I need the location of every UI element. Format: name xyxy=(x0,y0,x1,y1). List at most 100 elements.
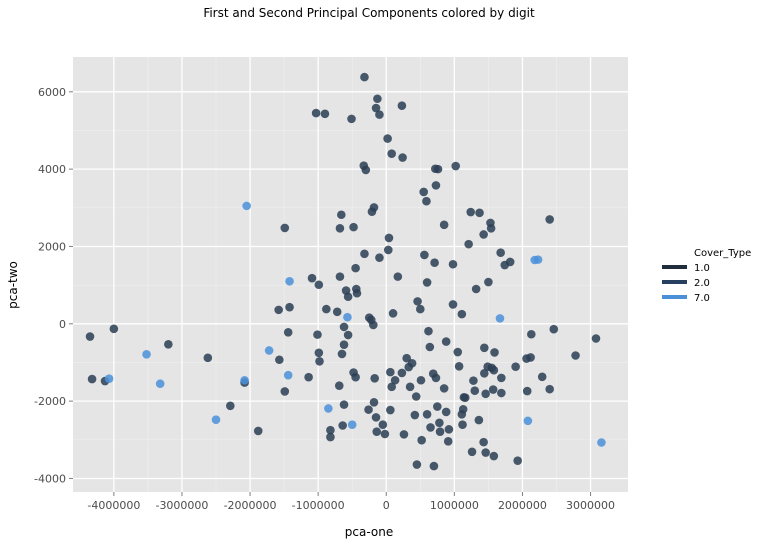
data-point xyxy=(322,304,331,314)
data-point xyxy=(307,273,317,283)
data-point xyxy=(497,373,506,383)
data-point xyxy=(419,187,429,197)
data-point xyxy=(480,368,489,378)
data-point xyxy=(369,320,378,330)
data-point xyxy=(405,382,415,392)
data-point xyxy=(335,272,345,281)
data-point xyxy=(242,201,251,211)
data-point xyxy=(364,405,373,414)
legend-swatch-2 xyxy=(662,280,687,284)
data-point xyxy=(479,230,488,239)
data-point xyxy=(431,373,441,383)
data-point xyxy=(347,420,357,430)
data-point xyxy=(444,425,454,434)
data-point xyxy=(433,402,442,411)
data-point xyxy=(226,401,235,411)
x-tick-label: -2000000 xyxy=(224,499,277,512)
data-point xyxy=(513,456,522,465)
data-point xyxy=(429,461,439,471)
grid-lines xyxy=(73,57,628,492)
data-point xyxy=(314,348,324,358)
data-point xyxy=(373,94,382,104)
data-point xyxy=(367,207,377,216)
legend-swatch-1 xyxy=(662,265,687,269)
data-point xyxy=(203,353,213,363)
data-point xyxy=(387,382,396,392)
data-point xyxy=(457,409,467,419)
y-tick-label: 4000 xyxy=(38,163,66,176)
legend-swatch-3 xyxy=(662,295,687,299)
data-point xyxy=(388,309,398,318)
data-point xyxy=(448,259,458,269)
legend-label-2: 2.0 xyxy=(694,278,710,289)
data-point xyxy=(435,427,445,436)
y-axis-ticks: -4000 -2000 0 2000 4000 6000 xyxy=(34,86,73,485)
data-point xyxy=(464,239,473,249)
data-point xyxy=(457,309,467,319)
data-point xyxy=(338,421,347,430)
data-point xyxy=(398,153,407,162)
data-point xyxy=(424,326,433,336)
data-point xyxy=(326,432,335,442)
data-point xyxy=(470,386,480,395)
data-point xyxy=(407,358,417,368)
data-point xyxy=(375,253,384,262)
data-point xyxy=(496,248,505,257)
data-point xyxy=(426,423,435,432)
data-point xyxy=(497,388,506,398)
data-point xyxy=(349,222,358,232)
data-point xyxy=(412,460,422,469)
data-point xyxy=(370,374,379,383)
data-point xyxy=(371,103,381,113)
data-point xyxy=(343,330,353,340)
data-point xyxy=(441,407,451,417)
data-point xyxy=(435,418,444,428)
data-point xyxy=(480,343,489,353)
data-point xyxy=(383,245,393,255)
data-point xyxy=(372,427,382,436)
x-tick-label: -1000000 xyxy=(292,499,345,512)
data-point xyxy=(591,334,601,343)
x-tick-label: 1000000 xyxy=(430,499,479,512)
data-point xyxy=(109,324,119,334)
data-point xyxy=(413,297,422,306)
data-point xyxy=(471,284,481,294)
data-point xyxy=(454,362,464,371)
data-point xyxy=(416,304,425,314)
data-point xyxy=(411,392,421,401)
data-point xyxy=(527,329,536,339)
data-point xyxy=(451,161,461,171)
y-axis-title: pca-two xyxy=(6,261,20,309)
data-point xyxy=(545,384,554,394)
data-point xyxy=(339,322,349,332)
data-point xyxy=(397,101,407,111)
data-point xyxy=(164,339,173,349)
legend-label-3: 7.0 xyxy=(694,293,710,304)
data-point xyxy=(402,353,411,363)
data-point xyxy=(467,447,477,457)
data-point xyxy=(375,110,384,119)
legend-title: Cover_Type xyxy=(694,248,751,259)
data-point xyxy=(511,362,520,372)
x-tick-label: 2000000 xyxy=(498,499,547,512)
data-point xyxy=(420,250,429,260)
data-point xyxy=(361,165,371,175)
x-tick-label: 0 xyxy=(383,499,390,512)
data-point xyxy=(142,350,151,359)
data-point xyxy=(280,387,290,396)
data-point xyxy=(274,305,283,315)
data-point xyxy=(526,353,535,362)
data-point xyxy=(87,374,97,384)
data-point xyxy=(369,397,379,407)
data-point xyxy=(386,367,395,377)
data-point xyxy=(315,357,324,366)
data-point xyxy=(360,72,369,82)
data-point xyxy=(285,302,294,312)
data-point xyxy=(481,389,490,399)
y-tick-label: 2000 xyxy=(38,240,66,253)
y-tick-label: -2000 xyxy=(34,395,66,408)
data-point xyxy=(314,280,324,290)
data-point xyxy=(352,288,362,298)
data-point xyxy=(371,413,381,422)
